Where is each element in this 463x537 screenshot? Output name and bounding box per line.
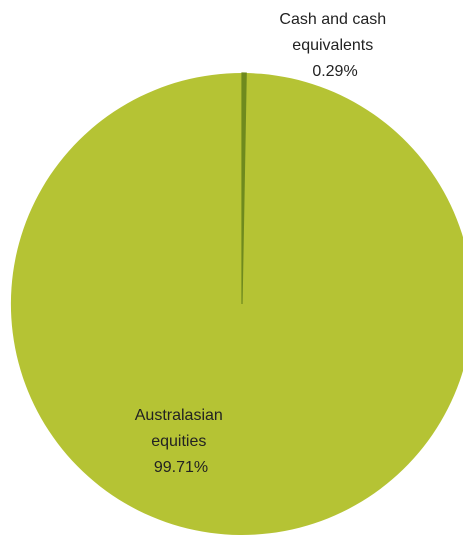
slice-label-cash-line-2: equivalents — [292, 37, 373, 54]
pie-labels: Cash and cash equivalents 0.29% Australa… — [135, 11, 390, 476]
slice-label-equities-value: 99.71% — [154, 459, 208, 476]
slice-label-australasian-equities: Australasian equities 99.71% — [135, 407, 228, 476]
slice-label-cash: Cash and cash equivalents 0.29% — [279, 11, 390, 80]
pie-slices — [10, 72, 463, 535]
slice-label-equities-line-1: Australasian — [135, 407, 223, 424]
slice-label-cash-line-1: Cash and cash — [279, 11, 386, 28]
slice-label-equities-line-2: equities — [151, 433, 206, 450]
pie-slice-cash-and-cash-equivalents — [241, 72, 247, 305]
slice-label-cash-value: 0.29% — [312, 63, 357, 80]
pie-slice-australasian-equities — [10, 73, 463, 535]
